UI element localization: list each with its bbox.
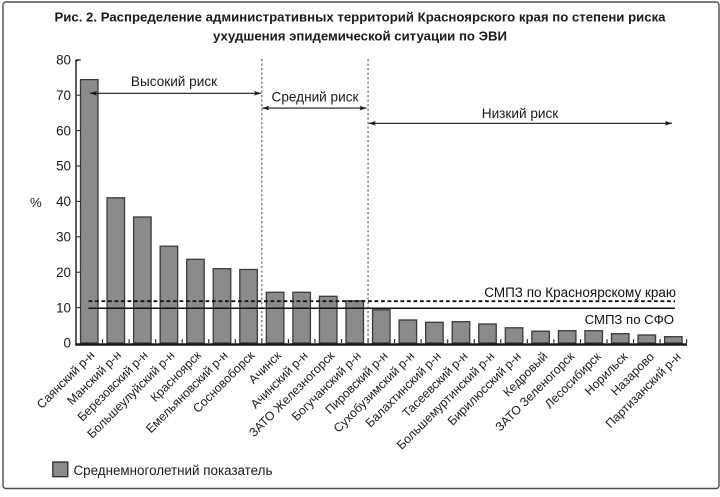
- svg-text:80: 80: [56, 53, 71, 68]
- svg-text:СМПЗ по СФО: СМПЗ по СФО: [585, 312, 674, 327]
- svg-text:10: 10: [56, 300, 71, 315]
- svg-text:30: 30: [56, 230, 71, 245]
- svg-text:60: 60: [56, 123, 71, 138]
- svg-text:0: 0: [64, 336, 71, 351]
- svg-text:ухудшения эпидемической ситуац: ухудшения эпидемической ситуации по ЭВИ: [213, 28, 507, 43]
- svg-text:Высокий риск: Высокий риск: [131, 74, 218, 89]
- svg-text:%: %: [30, 195, 42, 210]
- svg-text:40: 40: [56, 194, 71, 209]
- svg-text:Средний риск: Средний риск: [272, 90, 360, 105]
- svg-text:70: 70: [56, 88, 71, 103]
- svg-text:50: 50: [56, 159, 71, 174]
- svg-text:Рис. 2. Распределение админист: Рис. 2. Распределение административных т…: [54, 9, 666, 24]
- svg-text:Низкий риск: Низкий риск: [482, 106, 560, 121]
- svg-text:СМПЗ по Красноярскому краю: СМПЗ по Красноярскому краю: [484, 285, 676, 300]
- svg-text:Среднемноголетний показатель: Среднемноголетний показатель: [74, 463, 273, 478]
- svg-text:20: 20: [56, 265, 71, 280]
